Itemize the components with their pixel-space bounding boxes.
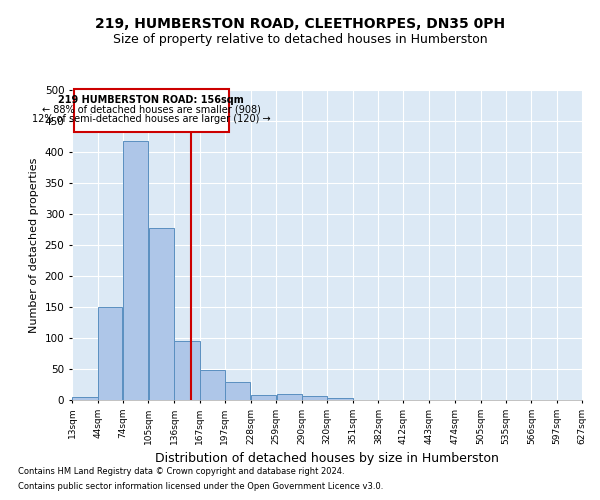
Bar [327, 398, 353, 400]
Text: 12% of semi-detached houses are larger (120) →: 12% of semi-detached houses are larger (… [32, 114, 271, 124]
Text: Contains HM Land Registry data © Crown copyright and database right 2024.: Contains HM Land Registry data © Crown c… [18, 467, 344, 476]
Y-axis label: Number of detached properties: Number of detached properties [29, 158, 39, 332]
Bar [251, 395, 276, 400]
Bar [98, 307, 122, 400]
X-axis label: Distribution of detached houses by size in Humberston: Distribution of detached houses by size … [155, 452, 499, 466]
Text: ← 88% of detached houses are smaller (908): ← 88% of detached houses are smaller (90… [42, 104, 261, 115]
Text: Contains public sector information licensed under the Open Government Licence v3: Contains public sector information licen… [18, 482, 383, 491]
Bar [72, 397, 98, 400]
Bar [175, 341, 200, 400]
Text: 219, HUMBERSTON ROAD, CLEETHORPES, DN35 0PH: 219, HUMBERSTON ROAD, CLEETHORPES, DN35 … [95, 18, 505, 32]
Bar [302, 396, 327, 400]
FancyBboxPatch shape [74, 89, 229, 132]
Text: 219 HUMBERSTON ROAD: 156sqm: 219 HUMBERSTON ROAD: 156sqm [58, 95, 244, 105]
Text: Size of property relative to detached houses in Humberston: Size of property relative to detached ho… [113, 32, 487, 46]
Bar [149, 228, 174, 400]
Bar [123, 141, 148, 400]
Bar [277, 394, 302, 400]
Bar [225, 382, 250, 400]
Bar [200, 370, 224, 400]
